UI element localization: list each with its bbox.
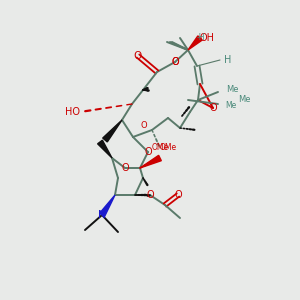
Text: O: O bbox=[171, 57, 179, 67]
Text: O: O bbox=[171, 57, 179, 67]
Text: -H: -H bbox=[197, 34, 206, 43]
Text: H: H bbox=[224, 55, 232, 65]
Text: OMe: OMe bbox=[160, 143, 177, 152]
Text: OMe: OMe bbox=[152, 143, 169, 152]
Text: O: O bbox=[121, 163, 129, 173]
Text: O: O bbox=[144, 147, 152, 157]
Text: HO: HO bbox=[65, 107, 80, 117]
Polygon shape bbox=[98, 140, 112, 158]
Polygon shape bbox=[100, 195, 115, 217]
Text: O: O bbox=[141, 122, 147, 130]
Polygon shape bbox=[140, 155, 161, 168]
Text: Me: Me bbox=[226, 85, 239, 94]
Polygon shape bbox=[188, 36, 202, 50]
Text: O: O bbox=[209, 103, 217, 113]
Text: Me: Me bbox=[238, 95, 250, 104]
Text: Me: Me bbox=[225, 100, 236, 109]
Polygon shape bbox=[103, 120, 122, 142]
Text: O: O bbox=[174, 190, 182, 200]
Text: O: O bbox=[146, 190, 154, 200]
Text: N: N bbox=[98, 210, 106, 220]
Text: OH: OH bbox=[200, 33, 215, 43]
Text: O: O bbox=[134, 51, 142, 61]
